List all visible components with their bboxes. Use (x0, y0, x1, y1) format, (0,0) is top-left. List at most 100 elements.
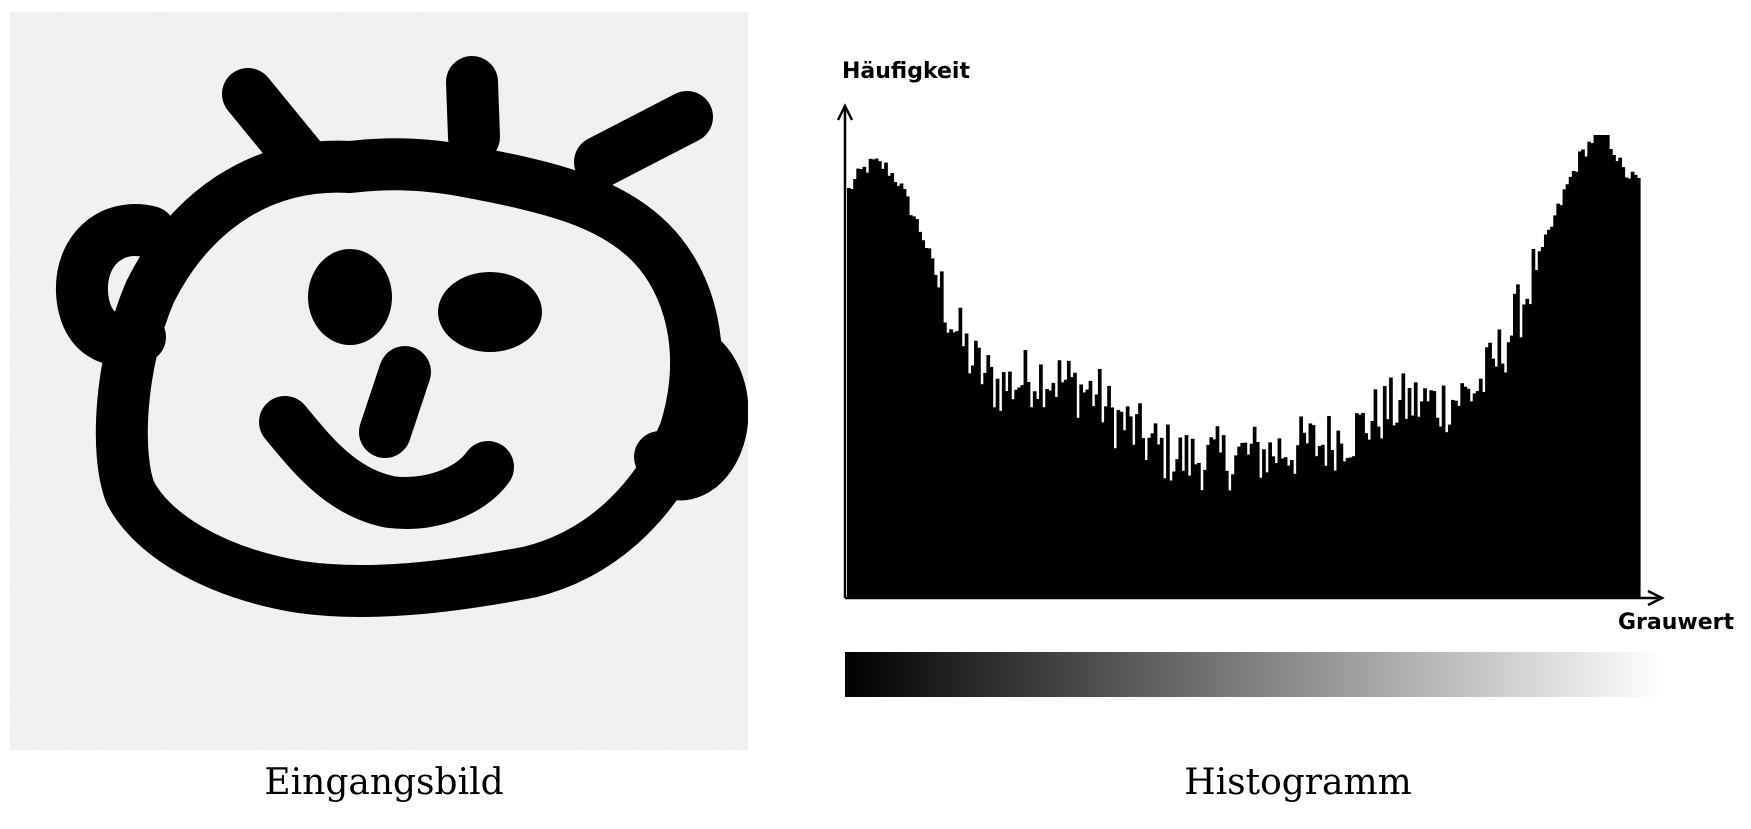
histogram-bar (1503, 372, 1508, 597)
face-drawing (10, 12, 748, 750)
histogram-bar (1107, 385, 1111, 597)
histogram-bar (1122, 430, 1127, 597)
histogram-bar (980, 384, 984, 597)
histogram-bar (1336, 430, 1341, 597)
histogram-bar (884, 162, 888, 597)
histogram-bar (1525, 298, 1530, 597)
histogram-bar (1076, 417, 1080, 597)
histogram-bar (1497, 329, 1502, 597)
histogram-bar (1286, 465, 1291, 597)
histogram-bar (1212, 439, 1217, 597)
histogram-bar (1141, 438, 1145, 597)
histogram-bar (1231, 474, 1235, 597)
histogram-caption: Histogramm (1184, 762, 1412, 803)
histogram-bar (1339, 443, 1344, 597)
histogram-bar (1305, 443, 1310, 597)
histogram-bar (1116, 410, 1121, 597)
histogram-bar (1494, 366, 1499, 597)
histogram-bar (1531, 249, 1536, 597)
histogram-bar (896, 185, 901, 597)
histogram-bar (893, 182, 898, 598)
histogram-bar (1085, 389, 1090, 597)
histogram-bar (1568, 176, 1573, 597)
histogram-bar (1404, 418, 1409, 597)
histogram-bar (1413, 382, 1418, 597)
histogram-bar (899, 183, 904, 598)
histogram-bar (1472, 393, 1477, 597)
histogram-bar (1609, 149, 1613, 597)
histogram-bar (1506, 342, 1511, 597)
histogram-bar (1255, 442, 1260, 597)
histogram-bar (1469, 401, 1474, 597)
histogram-bar (1345, 458, 1350, 597)
histogram-bar (1485, 347, 1489, 597)
histogram-bar (970, 365, 975, 597)
histogram-bar (974, 340, 978, 597)
histogram-bar (1389, 377, 1393, 597)
histogram-bar (1475, 391, 1480, 597)
histogram-bar (1178, 437, 1183, 597)
histogram-bar (930, 258, 935, 597)
histogram-bar (1351, 456, 1356, 597)
histogram-bar (1451, 399, 1455, 597)
histogram-bar (936, 287, 941, 597)
histogram-bar (1482, 391, 1486, 597)
histogram-bar (964, 333, 969, 597)
histogram-bar (1330, 449, 1334, 597)
histogram-bar (1593, 135, 1598, 597)
histogram-bar (1023, 349, 1028, 597)
hair-right (574, 91, 713, 188)
histogram-bar (871, 159, 876, 597)
right-eye (438, 272, 542, 352)
histogram-bar (1051, 382, 1056, 597)
histogram-bar (1293, 473, 1297, 597)
histogram-bar (1432, 391, 1437, 597)
histogram-bar (912, 216, 916, 597)
histogram-bar (1243, 442, 1248, 597)
histogram-bar (865, 172, 870, 597)
histogram-bar (1435, 417, 1440, 597)
histogram-bar (1159, 437, 1164, 597)
histogram-bar (1324, 465, 1328, 597)
histogram-bar (949, 329, 953, 597)
histogram-bar (1156, 444, 1161, 597)
histogram-bar (1327, 416, 1331, 597)
histogram-bar (1283, 457, 1288, 597)
histogram-bar (1423, 388, 1427, 597)
histogram-bar (1150, 433, 1155, 597)
histogram-bar (1029, 407, 1034, 597)
histogram-bar (1398, 399, 1403, 597)
histogram-bar (1308, 423, 1313, 597)
histogram-bar (1581, 149, 1585, 597)
histogram-bar (1153, 423, 1158, 597)
histogram-bar (1401, 373, 1406, 597)
histogram-bar (1407, 387, 1412, 597)
histogram-bar (1237, 446, 1241, 597)
histogram-bar (1240, 442, 1245, 597)
histogram-bar (1556, 203, 1561, 597)
histogram-bar (1206, 444, 1211, 597)
histogram-bar (1385, 419, 1390, 597)
histogram-bar (946, 332, 950, 597)
histogram-bar (1447, 424, 1452, 597)
histogram-bar (1420, 401, 1424, 597)
histogram-bar (1274, 463, 1279, 597)
histogram-bar (1618, 157, 1623, 597)
histogram-bar (924, 248, 929, 597)
histogram-bar (1379, 438, 1384, 597)
histogram-bar (1410, 415, 1415, 597)
histogram-bar (1602, 135, 1607, 597)
histogram-bar (1311, 425, 1316, 597)
histogram-bar (1001, 372, 1006, 597)
histogram-bar (1358, 414, 1362, 597)
x-axis-arrow (1647, 589, 1665, 607)
histogram-bar (1262, 449, 1266, 597)
histogram-bar (1438, 426, 1443, 597)
histogram-bar (1271, 456, 1276, 597)
histogram-bar (1348, 457, 1353, 597)
histogram-bar (1333, 470, 1338, 597)
histogram-bar (868, 158, 873, 597)
histogram-bar (1500, 363, 1505, 597)
histogram-bar (995, 378, 1000, 597)
histogram-bar (1181, 470, 1186, 597)
